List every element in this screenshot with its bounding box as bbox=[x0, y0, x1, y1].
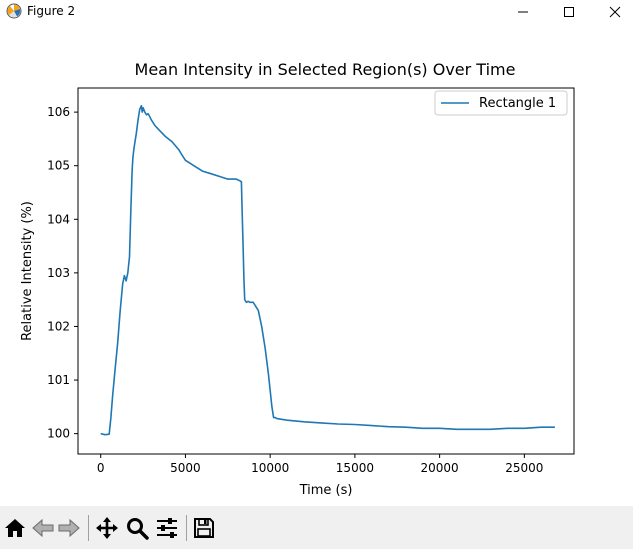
y-tick-label: 101 bbox=[47, 373, 70, 387]
series-line-0 bbox=[100, 104, 555, 436]
legend-box bbox=[434, 90, 568, 116]
y-tick-label: 103 bbox=[47, 266, 70, 280]
legend: Rectangle 1 bbox=[434, 90, 568, 116]
x-tick-label: 5000 bbox=[170, 461, 201, 475]
back-arrow-icon bbox=[32, 518, 54, 538]
x-tick-label: 10000 bbox=[251, 461, 289, 475]
y-axis-label: Relative Intensity (%) bbox=[20, 201, 35, 341]
navigation-toolbar bbox=[0, 506, 633, 549]
minimize-icon bbox=[518, 11, 528, 13]
x-tick-label: 20000 bbox=[421, 461, 459, 475]
x-axis-label: Time (s) bbox=[299, 483, 353, 498]
configure-subplots-icon bbox=[157, 518, 177, 538]
chart-title: Mean Intensity in Selected Region(s) Ove… bbox=[135, 60, 516, 79]
y-tick-label: 100 bbox=[47, 427, 70, 441]
x-tick-label: 15000 bbox=[336, 461, 374, 475]
close-button[interactable] bbox=[592, 0, 633, 24]
back-button[interactable] bbox=[31, 516, 55, 540]
toolbar-separator bbox=[88, 515, 89, 541]
pan-button[interactable] bbox=[95, 516, 119, 540]
zoom-icon bbox=[127, 518, 149, 540]
maximize-icon bbox=[564, 7, 574, 17]
home-button[interactable] bbox=[3, 516, 27, 540]
save-button[interactable] bbox=[192, 516, 216, 540]
y-tick-label: 102 bbox=[47, 319, 70, 333]
configure-subplots-button[interactable] bbox=[155, 516, 179, 540]
matplotlib-icon bbox=[6, 3, 22, 19]
maximize-button[interactable] bbox=[546, 0, 592, 24]
close-icon bbox=[609, 6, 621, 18]
pan-icon bbox=[96, 517, 118, 539]
chart: Mean Intensity in Selected Region(s) Ove… bbox=[20, 60, 575, 498]
minimize-button[interactable] bbox=[500, 0, 546, 24]
title-bar: Figure 2 bbox=[0, 0, 633, 24]
x-tick-label: 0 bbox=[97, 461, 105, 475]
figure-canvas[interactable]: Mean Intensity in Selected Region(s) Ove… bbox=[0, 24, 633, 505]
save-icon bbox=[194, 518, 214, 538]
x-tick-label: 25000 bbox=[505, 461, 543, 475]
toolbar-separator bbox=[186, 515, 187, 541]
window-title: Figure 2 bbox=[27, 4, 76, 18]
y-tick-label: 106 bbox=[47, 105, 70, 119]
zoom-button[interactable] bbox=[125, 516, 149, 540]
forward-arrow-icon bbox=[58, 518, 80, 538]
forward-button[interactable] bbox=[57, 516, 81, 540]
y-tick-label: 104 bbox=[47, 212, 70, 226]
legend-label: Rectangle 1 bbox=[479, 96, 556, 111]
y-tick-label: 105 bbox=[47, 159, 70, 173]
axes-frame bbox=[77, 87, 575, 455]
home-icon bbox=[5, 519, 25, 537]
